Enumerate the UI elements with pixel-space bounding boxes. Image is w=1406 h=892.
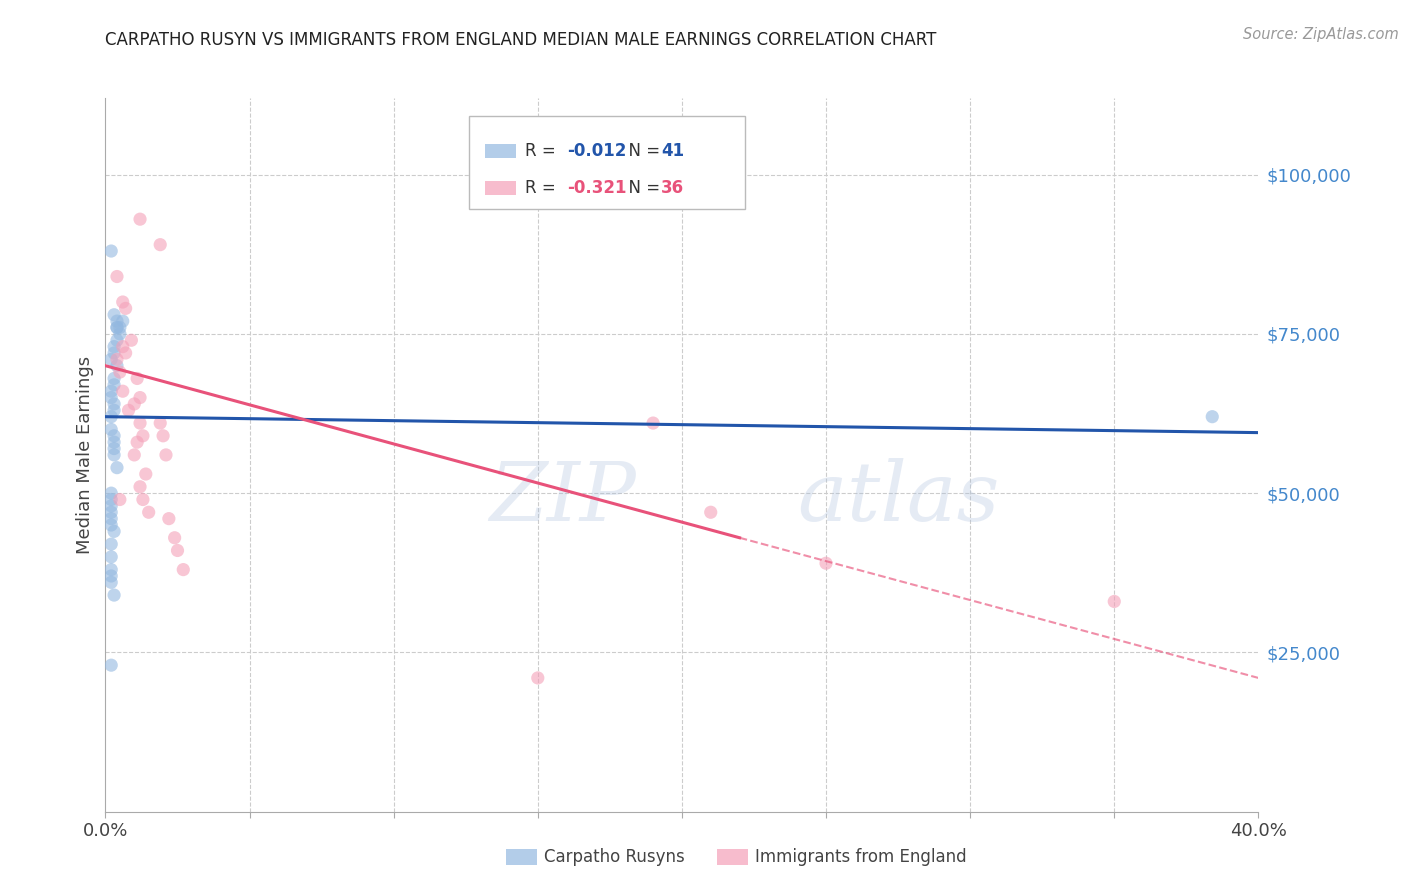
Point xyxy=(103,448,125,462)
Point xyxy=(105,352,128,367)
Point xyxy=(1102,594,1125,608)
Point xyxy=(103,524,125,539)
Point xyxy=(108,365,131,379)
Text: atlas: atlas xyxy=(797,458,1000,538)
Point xyxy=(100,391,122,405)
Text: -0.321: -0.321 xyxy=(567,179,627,197)
Point xyxy=(172,563,194,577)
Point xyxy=(111,384,134,399)
Point xyxy=(108,326,131,341)
Point xyxy=(103,429,125,443)
Point xyxy=(157,511,180,525)
Point xyxy=(124,397,146,411)
Point xyxy=(129,391,152,405)
Point xyxy=(132,429,155,443)
Point xyxy=(103,442,125,456)
Point xyxy=(100,569,122,583)
Text: -0.012: -0.012 xyxy=(567,142,627,161)
Point xyxy=(132,492,155,507)
Point xyxy=(138,505,160,519)
Point xyxy=(105,269,128,284)
Point xyxy=(152,429,174,443)
Point xyxy=(129,212,152,227)
Point xyxy=(166,543,188,558)
Point xyxy=(124,448,146,462)
Point xyxy=(108,492,131,507)
Point xyxy=(127,371,149,385)
Point xyxy=(149,416,172,430)
Point xyxy=(163,531,186,545)
Point xyxy=(103,340,125,354)
Point xyxy=(100,384,122,399)
Point xyxy=(100,537,122,551)
Point xyxy=(100,352,122,367)
Point xyxy=(100,244,122,258)
Point xyxy=(103,346,125,360)
Point xyxy=(105,314,128,328)
Text: 41: 41 xyxy=(661,142,685,161)
Point xyxy=(100,563,122,577)
Point xyxy=(100,549,122,564)
Point xyxy=(103,377,125,392)
Y-axis label: Median Male Earnings: Median Male Earnings xyxy=(76,356,94,554)
Point xyxy=(103,397,125,411)
Point xyxy=(100,492,122,507)
Point xyxy=(114,301,136,316)
Point xyxy=(1201,409,1223,424)
Point xyxy=(111,340,134,354)
Point xyxy=(111,314,134,328)
Text: CARPATHO RUSYN VS IMMIGRANTS FROM ENGLAND MEDIAN MALE EARNINGS CORRELATION CHART: CARPATHO RUSYN VS IMMIGRANTS FROM ENGLAN… xyxy=(105,31,936,49)
Text: ZIP: ZIP xyxy=(489,458,636,538)
Point xyxy=(100,486,122,500)
Point xyxy=(129,480,152,494)
Text: R =: R = xyxy=(524,179,561,197)
Point xyxy=(100,505,122,519)
Text: 36: 36 xyxy=(661,179,685,197)
Text: Source: ZipAtlas.com: Source: ZipAtlas.com xyxy=(1243,27,1399,42)
Point xyxy=(103,371,125,385)
Point xyxy=(155,448,177,462)
Point xyxy=(643,416,665,430)
Point xyxy=(114,346,136,360)
Text: Carpatho Rusyns: Carpatho Rusyns xyxy=(544,848,685,866)
Point xyxy=(103,308,125,322)
Point xyxy=(105,359,128,373)
Point xyxy=(100,409,122,424)
Point xyxy=(103,588,125,602)
Text: N =: N = xyxy=(617,142,665,161)
Point xyxy=(527,671,550,685)
Point xyxy=(700,505,723,519)
Point xyxy=(815,556,838,570)
Point xyxy=(100,499,122,513)
Point xyxy=(103,403,125,417)
Text: Immigrants from England: Immigrants from England xyxy=(755,848,967,866)
Point xyxy=(135,467,157,481)
Point xyxy=(105,320,128,334)
Point xyxy=(100,518,122,533)
Point xyxy=(100,575,122,590)
Point xyxy=(129,416,152,430)
Point xyxy=(149,237,172,252)
Point xyxy=(103,435,125,450)
Point xyxy=(127,435,149,450)
Text: N =: N = xyxy=(617,179,665,197)
Point xyxy=(120,333,142,347)
Point xyxy=(100,658,122,673)
Point xyxy=(100,511,122,525)
Point xyxy=(108,320,131,334)
Point xyxy=(105,460,128,475)
Point xyxy=(117,403,139,417)
Text: R =: R = xyxy=(524,142,561,161)
Point xyxy=(105,320,128,334)
Point xyxy=(100,422,122,436)
Point xyxy=(105,333,128,347)
Point xyxy=(111,295,134,310)
